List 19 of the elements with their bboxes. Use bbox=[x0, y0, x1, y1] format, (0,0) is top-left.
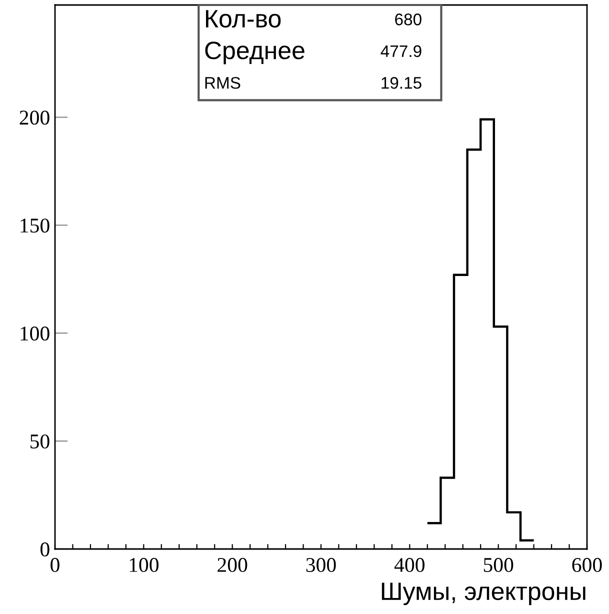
x-tick-label: 600 bbox=[572, 558, 602, 572]
x-tick-label: 500 bbox=[484, 558, 514, 572]
x-tick-label: 400 bbox=[394, 558, 424, 572]
annotation: 19.15 bbox=[382, 77, 422, 89]
x-tick-label: 200 bbox=[218, 558, 248, 572]
x-tick-label: 100 bbox=[130, 558, 158, 572]
x-axis-title: Шумы, электроны bbox=[382, 582, 586, 606]
y-tick-label: 200 bbox=[20, 110, 50, 125]
annotation: 477.9 bbox=[380, 45, 422, 58]
annotation: Среднее bbox=[205, 42, 304, 64]
annotation: Кол-во bbox=[206, 10, 281, 28]
y-tick-label: 50 bbox=[30, 434, 50, 448]
y-tick-label: 100 bbox=[20, 326, 50, 341]
annotation: 680 bbox=[395, 14, 422, 26]
x-tick-label: 300 bbox=[306, 558, 336, 572]
annotation: RMS bbox=[205, 77, 240, 89]
y-tick-label: 150 bbox=[20, 218, 50, 233]
y-tick-label: 0 bbox=[40, 542, 50, 556]
x-tick-label: 0 bbox=[50, 558, 60, 572]
